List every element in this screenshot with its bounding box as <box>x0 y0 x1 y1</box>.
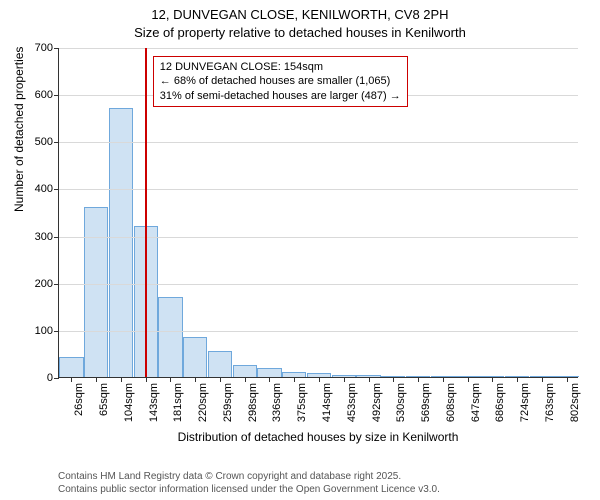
xtick-label: 298sqm <box>245 377 259 422</box>
histogram-bar <box>158 297 182 377</box>
chart-container: Number of detached properties 0100200300… <box>0 42 600 442</box>
xtick-label: 259sqm <box>220 377 234 422</box>
xtick-label: 802sqm <box>567 377 581 422</box>
xtick-label: 375sqm <box>294 377 308 422</box>
xtick-label: 104sqm <box>121 377 135 422</box>
histogram-bar <box>208 351 232 377</box>
ytick-label: 300 <box>35 231 59 243</box>
xtick-label: 686sqm <box>492 377 506 422</box>
gridline <box>59 142 578 143</box>
title-line2: Size of property relative to detached ho… <box>0 24 600 42</box>
footer-line1: Contains HM Land Registry data © Crown c… <box>58 470 440 483</box>
xtick-label: 65sqm <box>96 377 110 416</box>
xtick-label: 569sqm <box>418 377 432 422</box>
gridline <box>59 189 578 190</box>
xtick-label: 763sqm <box>542 377 556 422</box>
xtick-label: 492sqm <box>369 377 383 422</box>
xtick-label: 220sqm <box>195 377 209 422</box>
title-line1: 12, DUNVEGAN CLOSE, KENILWORTH, CV8 2PH <box>0 6 600 24</box>
annotation-line3: 31% of semi-detached houses are larger (… <box>160 89 401 103</box>
annotation-box: 12 DUNVEGAN CLOSE: 154sqm← 68% of detach… <box>153 56 408 107</box>
gridline <box>59 237 578 238</box>
annotation-line2: ← 68% of detached houses are smaller (1,… <box>160 74 401 88</box>
gridline <box>59 48 578 49</box>
chart-title-block: 12, DUNVEGAN CLOSE, KENILWORTH, CV8 2PH … <box>0 0 600 41</box>
gridline <box>59 331 578 332</box>
histogram-bar <box>257 368 281 377</box>
xtick-label: 181sqm <box>170 377 184 422</box>
ytick-label: 100 <box>35 325 59 337</box>
histogram-bar <box>183 337 207 377</box>
ytick-label: 600 <box>35 89 59 101</box>
xtick-label: 414sqm <box>319 377 333 422</box>
ytick-label: 200 <box>35 278 59 290</box>
gridline <box>59 284 578 285</box>
histogram-bar <box>84 207 108 377</box>
ytick-label: 500 <box>35 136 59 148</box>
footer-line2: Contains public sector information licen… <box>58 483 440 496</box>
xtick-label: 647sqm <box>468 377 482 422</box>
plot-area: 010020030040050060070026sqm65sqm104sqm14… <box>58 48 578 378</box>
xtick-label: 336sqm <box>269 377 283 422</box>
x-axis-label: Distribution of detached houses by size … <box>58 430 578 444</box>
xtick-label: 608sqm <box>443 377 457 422</box>
ytick-label: 700 <box>35 42 59 54</box>
histogram-bar <box>109 108 133 377</box>
xtick-label: 724sqm <box>517 377 531 422</box>
marker-line <box>145 48 147 377</box>
xtick-label: 530sqm <box>393 377 407 422</box>
histogram-bar <box>59 357 83 377</box>
annotation-line1: 12 DUNVEGAN CLOSE: 154sqm <box>160 60 401 74</box>
y-axis-label: Number of detached properties <box>12 47 26 212</box>
xtick-label: 143sqm <box>146 377 160 422</box>
xtick-label: 26sqm <box>71 377 85 416</box>
histogram-bar <box>233 365 257 377</box>
ytick-label: 0 <box>47 372 59 384</box>
xtick-label: 453sqm <box>344 377 358 422</box>
ytick-label: 400 <box>35 183 59 195</box>
footer-attribution: Contains HM Land Registry data © Crown c… <box>58 470 440 496</box>
